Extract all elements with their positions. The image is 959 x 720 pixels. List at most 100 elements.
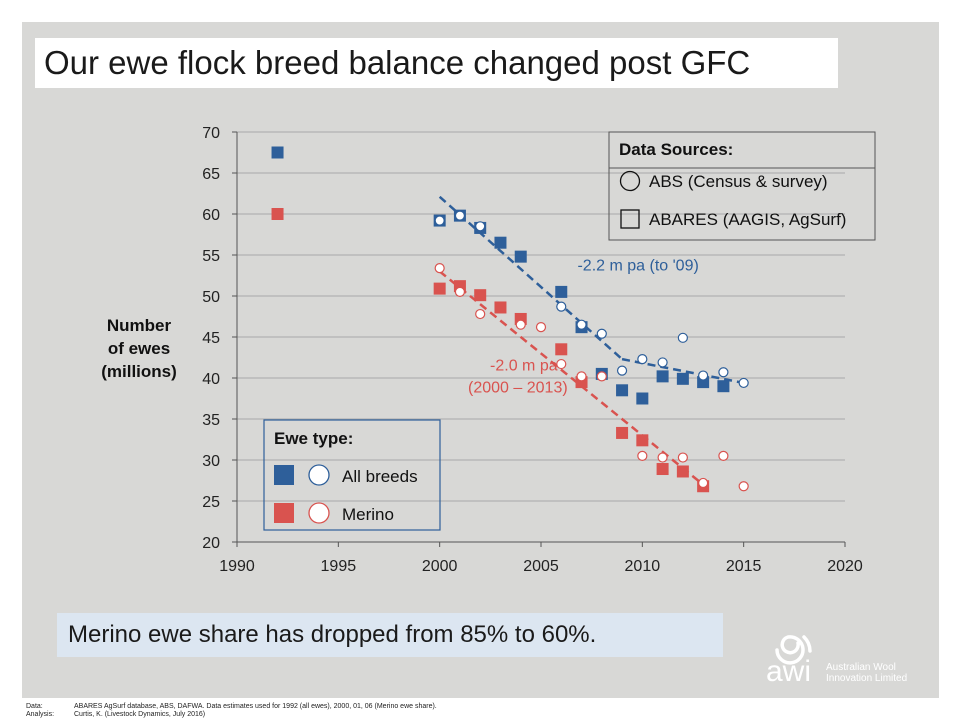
point-all_breeds-circle (718, 367, 729, 378)
merino-share-statement: Merino ewe share has dropped from 85% to… (57, 613, 723, 657)
point-merino-circle (698, 477, 709, 489)
awi-logo-mark (775, 635, 812, 665)
point-all_breeds-square (636, 392, 649, 405)
legend-all_breeds-circle (308, 464, 330, 486)
x-tick-label: 2005 (523, 558, 559, 575)
x-tick-label: 2015 (726, 558, 762, 575)
footer-analysis-label: Analysis: (26, 711, 55, 718)
point-all_breeds-square (514, 250, 527, 263)
legend-merino-circle (308, 502, 330, 524)
y-tick-label: 70 (202, 125, 220, 142)
point-all_breeds-circle (657, 357, 668, 368)
y-tick-label: 45 (202, 330, 220, 347)
y-tick-label: 50 (202, 289, 220, 306)
trend-line-all_breeds-0 (438, 195, 623, 361)
y-axis-label-line: (millions) (101, 362, 177, 381)
point-all_breeds-square (717, 380, 730, 393)
legends: Data Sources: ABS (Census & survey) ABARES… (263, 131, 876, 531)
point-all_breeds-square (271, 146, 284, 159)
point-all_breeds-square (616, 384, 629, 397)
point-merino-square (271, 208, 284, 220)
y-axis-label-line: of ewes (108, 339, 170, 358)
legend-types-item: All breeds (342, 467, 418, 486)
trend-label-merino-line: -2.0 m pa (490, 358, 558, 375)
point-merino-square (616, 426, 629, 439)
point-merino-circle (637, 450, 648, 461)
point-all_breeds-circle (677, 332, 688, 343)
footer-sources: Data: ABARES AgSurf database, ABS, DAFWA.… (26, 703, 437, 719)
point-merino-circle (718, 450, 729, 461)
data-points (271, 146, 749, 493)
point-all_breeds-square (555, 285, 568, 298)
x-tick-label: 2010 (625, 558, 661, 575)
point-merino-square (656, 463, 669, 476)
legend-sources-item: ABARES (AAGIS, AgSurf) (649, 210, 846, 229)
point-merino-square (433, 282, 446, 295)
logo-line-2: Innovation Limited (826, 673, 908, 684)
chart-labels: -2.2 m pa (to '09) -2.0 m pa (2000 – 2013) (468, 258, 699, 397)
point-all_breeds-circle (454, 210, 466, 221)
legend-all_breeds-square (274, 465, 294, 485)
legend-sources-title: Data Sources: (619, 140, 733, 159)
point-merino-circle (515, 319, 526, 330)
x-tick-label: 2020 (827, 558, 863, 575)
trend-line-merino-2 (438, 270, 704, 486)
y-axis-label: Number of ewes (millions) (101, 316, 177, 381)
trend-label-merino-line: (2000 – 2013) (468, 380, 568, 397)
point-merino-circle (475, 308, 486, 320)
point-merino-circle (434, 263, 445, 274)
point-merino-circle (677, 452, 688, 463)
point-all_breeds-circle (434, 215, 445, 226)
point-merino-circle (738, 481, 749, 492)
y-tick-label: 35 (202, 412, 220, 429)
footer-analysis-text: Curtis, K. (Livestock Dynamics, July 201… (74, 711, 206, 718)
point-all_breeds-circle (616, 365, 628, 376)
point-merino-square (474, 289, 487, 302)
point-merino-circle (556, 358, 567, 370)
legend-sources-item: ABS (Census & survey) (649, 172, 828, 191)
footer-data-text: ABARES AgSurf database, ABS, DAFWA. Data… (74, 703, 437, 710)
y-tick-label: 40 (202, 371, 220, 388)
point-merino-circle (576, 371, 587, 382)
point-all_breeds-circle (637, 354, 648, 365)
point-all_breeds-circle (596, 328, 607, 339)
point-all_breeds-circle (698, 370, 709, 381)
point-all_breeds-square (656, 370, 669, 383)
point-merino-circle (535, 322, 547, 333)
point-merino-circle (596, 371, 607, 382)
point-merino-circle (657, 452, 668, 463)
y-tick-label: 30 (202, 453, 220, 470)
point-all_breeds-circle (738, 377, 749, 389)
legend-types-item: Merino (342, 505, 394, 524)
logo-line-1: Australian Wool (826, 662, 896, 673)
x-tick-label: 1990 (219, 558, 255, 575)
point-merino-square (555, 343, 568, 356)
point-merino-square (494, 301, 507, 314)
slide-background (22, 22, 939, 698)
slide-title: Our ewe flock breed balance changed post… (35, 38, 838, 88)
legend-types-title: Ewe type: (274, 429, 353, 448)
point-all_breeds-square (676, 372, 689, 385)
x-tick-label: 2000 (422, 558, 458, 575)
point-all_breeds-circle (556, 301, 567, 312)
awi-logo-subtitle: Australian Wool Innovation Limited (826, 662, 907, 684)
legend-merino-square (274, 503, 294, 523)
y-tick-label: 65 (202, 166, 220, 183)
point-all_breeds-square (494, 236, 507, 249)
legend-circle-icon (619, 170, 641, 192)
y-tick-label: 25 (202, 494, 220, 511)
y-tick-label: 20 (202, 535, 220, 552)
y-axis-label-line: Number (107, 316, 172, 335)
trend-label-all_breeds: -2.2 m pa (to '09) (577, 258, 698, 275)
spiral-icon (775, 635, 812, 665)
awi-logo-text: awi (766, 655, 812, 688)
legend-square-icon (620, 209, 640, 229)
footer-data-label: Data: (26, 703, 43, 710)
legend-sources-box (608, 131, 876, 241)
y-tick-label: 60 (202, 207, 220, 224)
point-merino-circle (454, 286, 466, 297)
x-tick-label: 1995 (321, 558, 357, 575)
point-merino-square (636, 434, 649, 447)
legend-types-box (263, 419, 441, 531)
